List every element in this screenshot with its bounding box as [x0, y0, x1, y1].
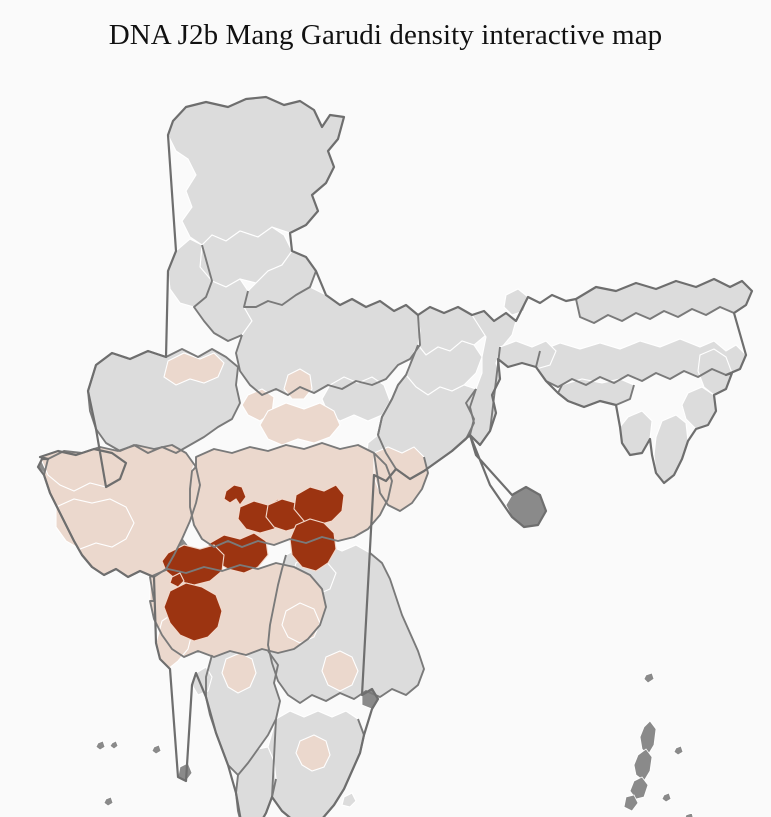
island-great-nicobar[interactable] [684, 812, 694, 817]
high-density-regions[interactable] [161, 484, 345, 642]
district-bundelkhand-peach[interactable] [283, 368, 313, 400]
island-rameswaram[interactable] [341, 792, 357, 808]
island-little-andaman[interactable] [623, 794, 639, 812]
district-high-pune[interactable] [163, 582, 223, 642]
island-lakshadweep-a[interactable] [151, 744, 162, 755]
district-telangana-peach[interactable] [281, 602, 321, 644]
district-high-dhule[interactable] [223, 484, 247, 506]
island-south-andaman[interactable] [629, 776, 649, 800]
district-madhya-pradesh[interactable] [189, 442, 393, 548]
district-tamilnadu-peach[interactable] [295, 734, 331, 772]
andaman-nicobar-islands[interactable] [95, 672, 694, 817]
island-nicobar-a[interactable] [673, 745, 684, 756]
island-nicobar-c[interactable] [661, 792, 672, 803]
island-middle-andaman[interactable] [633, 748, 653, 782]
island-lakshadweep-b[interactable] [95, 740, 106, 751]
country-border [36, 95, 754, 817]
map-svg[interactable]: .nd { fill:#dcdcdc; stroke:#ffffff; stro… [0, 55, 771, 817]
district-andhra-peach[interactable] [321, 650, 359, 692]
district-high-amravati[interactable] [293, 484, 345, 526]
island-car-nicobar[interactable] [643, 672, 655, 684]
district-rajasthan-southwest[interactable] [163, 352, 225, 386]
district-mp-north[interactable] [259, 402, 341, 446]
district-high-washim[interactable] [289, 518, 337, 572]
district-saurashtra[interactable] [55, 498, 135, 550]
island-lakshadweep-c[interactable] [103, 796, 114, 807]
india-density-map[interactable]: .nd { fill:#dcdcdc; stroke:#ffffff; stro… [0, 55, 771, 817]
district-high-coastal-speck[interactable] [169, 572, 185, 588]
island-north-andaman[interactable] [639, 720, 657, 756]
island-lakshadweep-d[interactable] [109, 740, 119, 750]
page-title: DNA J2b Mang Garudi density interactive … [108, 19, 663, 51]
